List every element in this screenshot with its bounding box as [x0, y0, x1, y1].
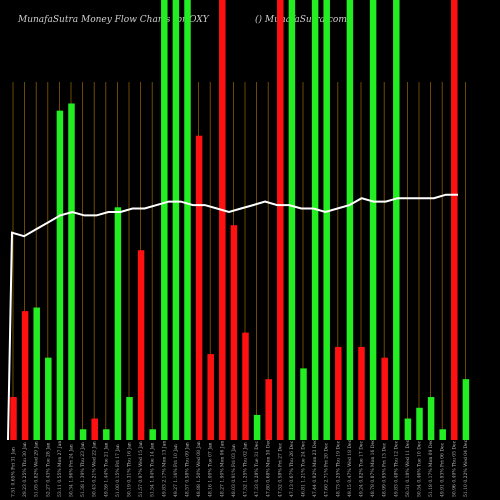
- money-flow-bar: [91, 418, 98, 440]
- x-tick-label: 48.27 1.90% Mon 06 Jan: [219, 441, 225, 497]
- x-tick-label: 47.52 0.58% Fri 27 Dec: [277, 442, 283, 497]
- money-flow-line-path: [7, 193, 458, 441]
- x-tick-label: 49.27 1.16% Fri 10 Jan: [173, 444, 179, 497]
- x-tick-label: 7.51 0.65% Fri 31 Jan: [11, 447, 17, 497]
- money-flow-bar: [451, 0, 458, 440]
- money-flow-bar: [161, 0, 168, 440]
- x-tick-label: 50.31 0.18% Wed 11 Dec: [405, 439, 411, 497]
- x-tick-label: 53.11 0.55% Mon 27 Jan: [57, 441, 63, 497]
- money-flow-bar: [184, 0, 191, 440]
- money-flow-bar: [404, 418, 412, 440]
- money-flow-bar: [381, 357, 388, 440]
- money-flow-bar: [462, 379, 470, 440]
- x-tick-label: 51.54 1.84% Tue 14 Jan: [150, 442, 156, 497]
- x-tick-label: 47.60 2.71% Fri 20 Dec: [324, 442, 330, 497]
- x-tick-label: 49.15 0.47% Wed 18 Dec: [347, 439, 353, 497]
- x-tick-label: 51.10 0.22% Wed 04 Dec: [463, 439, 469, 497]
- money-flow-bar: [79, 429, 87, 440]
- money-flow-bar: [172, 0, 180, 440]
- money-flow-bar: [358, 346, 365, 440]
- money-flow-bar: [253, 414, 261, 440]
- money-flow-bar: [300, 368, 307, 440]
- x-tick-label: 50.34 1.96% Fri 24 Jan: [69, 444, 75, 497]
- money-flow-bar: [195, 135, 203, 440]
- money-flow-bar: [369, 0, 377, 440]
- x-tick-label: 49.24 0.82% Tue 17 Dec: [359, 441, 365, 497]
- x-tick-label: 47.80 0.68% Mon 30 Dec: [266, 439, 272, 497]
- x-tick-label: 50.43 0.21% Wed 22 Jan: [92, 441, 98, 497]
- x-tick-label: 48.57 0.58% Thu 09 Jan: [185, 442, 191, 497]
- x-tick-label: 50.19 0.31% Thu 16 Jan: [127, 442, 133, 497]
- x-tick-label: 48.78 0.87% Mon 16 Dec: [370, 439, 376, 497]
- money-flow-bar: [219, 0, 226, 440]
- money-flow-bar: [126, 397, 133, 440]
- x-tick-label: 50.54 0.46% Tue 10 Dec: [417, 441, 423, 497]
- money-flow-bar: [33, 307, 40, 440]
- money-flow-bar: [439, 429, 446, 440]
- money-flow-bar: [68, 103, 75, 440]
- money-flow-bar: [265, 379, 272, 440]
- x-tick-label: 47.52 1.25% Thu 02 Jan: [243, 442, 249, 497]
- x-tick-label: 48.88 1.50% Wed 08 Jan: [196, 441, 202, 497]
- money-flow-bar: [277, 0, 284, 440]
- money-flow-bar: [10, 397, 17, 440]
- x-tick-label: 49.83 2.17% Mon 13 Jan: [161, 441, 167, 497]
- x-tick-label: 51.00 0.15% Fri 17 Jan: [115, 444, 121, 497]
- money-flow-line: [7, 193, 458, 441]
- money-flow-bar: [288, 0, 296, 440]
- money-flow-bar: [114, 207, 122, 440]
- x-tick-label: 29.23 0.25% Thu 30 Jan: [22, 442, 28, 497]
- x-tick-label: 52.27 0.43% Tue 28 Jan: [45, 442, 51, 497]
- money-flow-bar: [311, 0, 319, 440]
- x-tick-label: 49.83 0.48% Thu 12 Dec: [393, 440, 399, 497]
- money-flow-bar: [137, 250, 145, 440]
- x-tick-label: 47.33 0.28% Tue 31 Dec: [254, 441, 260, 497]
- money-flow-bar: [45, 357, 52, 440]
- money-flow-bar: [346, 0, 354, 440]
- x-tick-label: 47.13 0.67% Thu 26 Dec: [289, 440, 295, 497]
- x-tick-label: 51.57 0.97% Wed 15 Jan: [138, 441, 144, 497]
- money-flow-bar: [21, 311, 29, 440]
- site-credit: () MunafaSutra.com: [255, 14, 347, 25]
- x-tick-label: 48.73 0.25% Thu 19 Dec: [335, 440, 341, 497]
- x-tick-label: 51.18 0.17% Mon 09 Dec: [428, 439, 434, 497]
- x-tick-label: 51.05 0.82% Wed 29 Jan: [34, 441, 40, 497]
- chart-title: MunafaSutra Money Flow Charts for OXY: [17, 15, 210, 25]
- bars: [10, 0, 470, 440]
- money-flow-bar: [207, 354, 214, 440]
- x-tick-label: 48.99 0.95% Fri 13 Dec: [382, 442, 388, 497]
- money-flow-bar: [427, 397, 435, 440]
- money-flow-bar: [335, 346, 342, 440]
- x-tick-label: 46.81 1.21% Tue 24 Dec: [301, 441, 307, 497]
- x-tick-label: 50.96 0.49% Thu 05 Dec: [451, 440, 457, 497]
- x-tick-label: 51.38 1.39% Thu 23 Jan: [80, 442, 86, 497]
- money-flow-bar: [393, 0, 400, 440]
- money-flow-bar: [56, 110, 64, 440]
- money-flow-bar: [149, 429, 156, 440]
- x-tick-label: 49.91 0.93% Fri 06 Dec: [440, 442, 446, 497]
- x-tick-labels: 7.51 0.65% Fri 31 Jan 29.23 0.25% Thu 30 …: [11, 439, 469, 497]
- money-flow-bar: [416, 407, 423, 440]
- x-tick-label: 49.59 1.44% Tue 21 Jan: [103, 442, 109, 497]
- x-tick-label: 48.16 1.00% Tue 07 Jan: [208, 442, 214, 497]
- x-tick-label: 48.03 0.91% Fri 03 Jan: [231, 444, 237, 497]
- money-flow-bar: [230, 225, 238, 440]
- x-tick-label: 47.44 0.92% Mon 23 Dec: [312, 439, 318, 497]
- money-flow-bar: [242, 332, 249, 440]
- money-flow-bar: [323, 0, 330, 440]
- money-flow-bar: [103, 429, 110, 440]
